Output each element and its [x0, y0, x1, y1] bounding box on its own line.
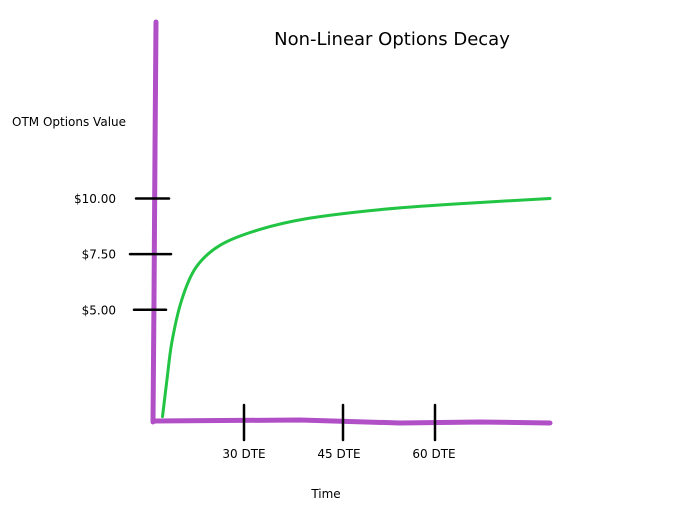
x-tick-label: 45 DTE [317, 447, 360, 461]
curve-layer [161, 197, 552, 419]
y-tick-label: $5.00 [82, 303, 116, 317]
ticks: $10.00 $7.50 $5.00 30 DTE 45 DTE 60 DTE [74, 192, 456, 461]
x-axis-line [150, 417, 553, 426]
y-axis-line [150, 19, 159, 425]
x-tick-label: 30 DTE [222, 447, 265, 461]
decay-curve [161, 197, 552, 419]
y-axis-label: OTM Options Value [12, 115, 126, 129]
y-tick-label: $7.50 [82, 248, 116, 262]
x-axis-label: Time [310, 487, 340, 501]
axes [150, 19, 553, 426]
y-tick-label: $10.00 [74, 192, 116, 206]
x-tick-label: 60 DTE [412, 447, 455, 461]
chart-title: Non-Linear Options Decay [274, 29, 510, 50]
